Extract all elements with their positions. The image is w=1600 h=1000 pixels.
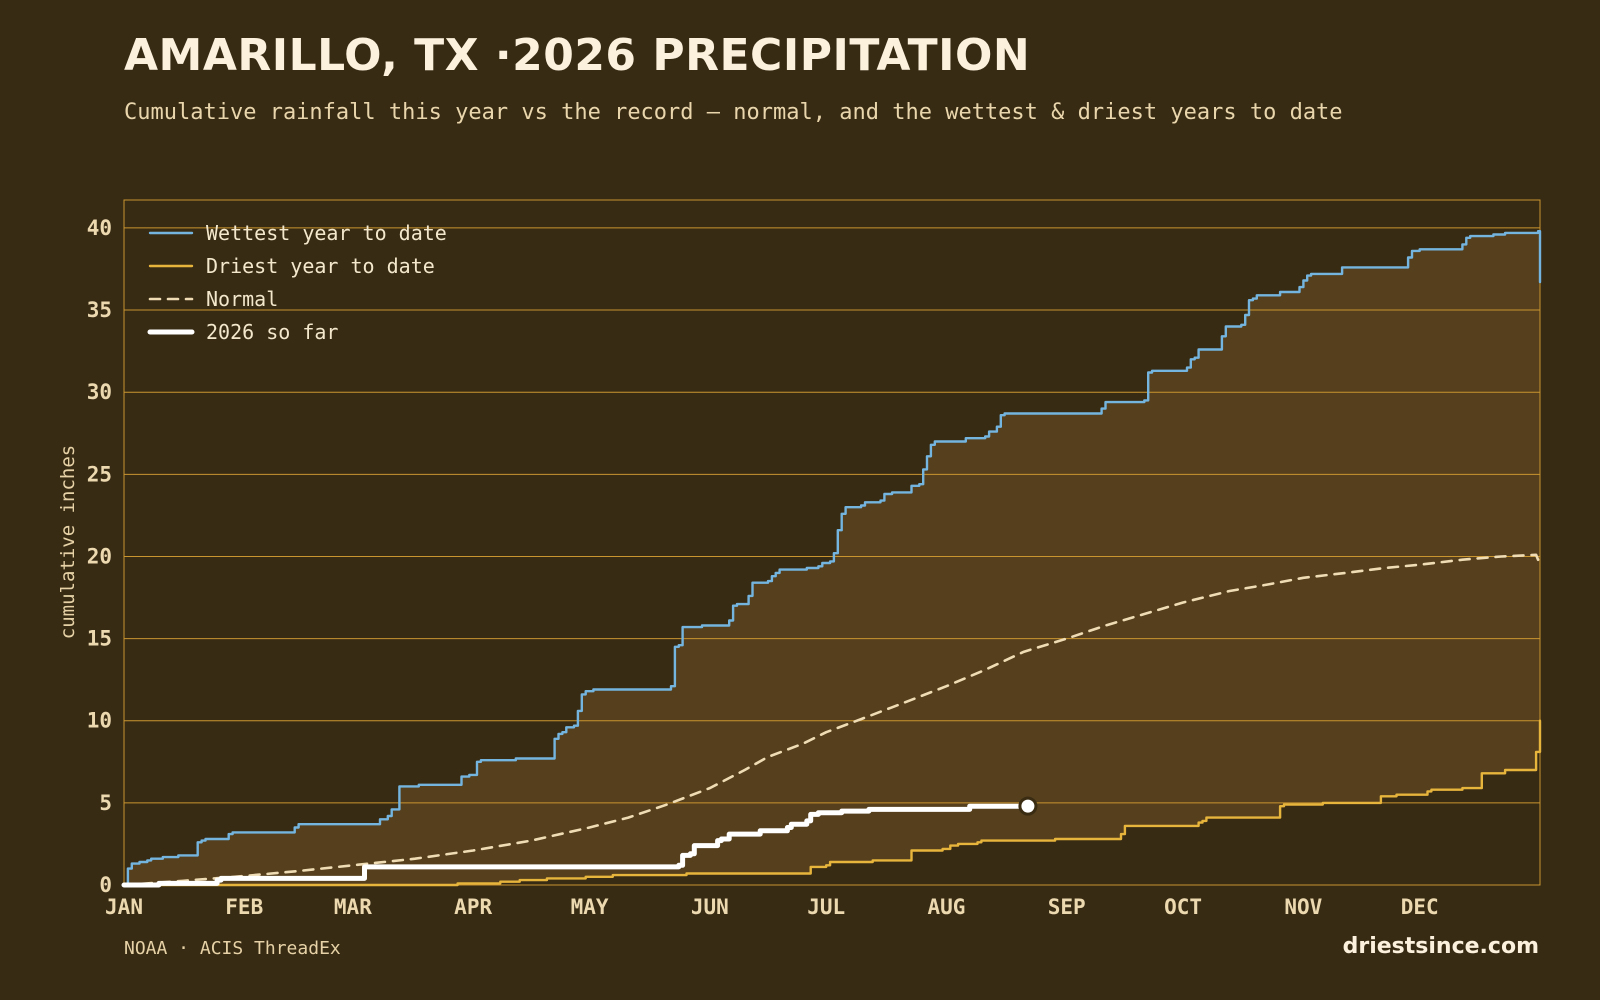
series-line-driest bbox=[122, 719, 1542, 887]
y-tick-label: 30 bbox=[87, 380, 112, 404]
x-axis-ticks: JAN FEB MAR APR MAY JUN JUL AUG SEP OCT NOV DEC bbox=[105, 895, 1439, 919]
series-lines bbox=[121, 229, 1542, 888]
series-line-wettest bbox=[122, 229, 1542, 887]
y-tick-label: 0 bbox=[99, 873, 112, 897]
x-tick-label: JUL bbox=[807, 895, 845, 919]
y-tick-label: 35 bbox=[87, 298, 112, 322]
brand-link[interactable]: driestsince.com bbox=[1342, 934, 1539, 959]
x-tick-label: NOV bbox=[1284, 895, 1322, 919]
y-tick-label: 15 bbox=[87, 627, 112, 651]
legend-label-current: 2026 so far bbox=[206, 320, 338, 344]
series-line-current bbox=[121, 803, 1031, 888]
x-tick-label: SEP bbox=[1048, 895, 1086, 919]
y-axis-label: cumulative inches bbox=[57, 445, 79, 639]
x-tick-label: JAN bbox=[105, 895, 143, 919]
wet-dry-range-band bbox=[124, 231, 1540, 885]
y-axis-ticks: 0 5 10 15 20 25 30 35 40 bbox=[87, 216, 112, 897]
x-tick-label: APR bbox=[454, 895, 492, 919]
x-tick-label: JUN bbox=[691, 895, 729, 919]
y-tick-label: 20 bbox=[87, 544, 112, 568]
page-subtitle: Cumulative rainfall this year vs the rec… bbox=[124, 100, 1343, 125]
legend-label-driest: Driest year to date bbox=[206, 254, 435, 278]
legend-label-wettest: Wettest year to date bbox=[206, 221, 447, 245]
chart-legend: Wettest year to date Driest year to date N… bbox=[147, 221, 447, 344]
x-tick-label: MAY bbox=[571, 895, 609, 919]
y-tick-label: 40 bbox=[87, 216, 112, 240]
x-tick-label: MAR bbox=[334, 895, 372, 919]
x-tick-label: DEC bbox=[1401, 895, 1439, 919]
page-title: AMARILLO, TX ·2026 PRECIPITATION bbox=[124, 30, 1031, 81]
plot-frame bbox=[123, 199, 1541, 886]
y-tick-label: 10 bbox=[87, 709, 112, 733]
y-tick-label: 5 bbox=[99, 791, 112, 815]
x-tick-label: OCT bbox=[1164, 895, 1202, 919]
series-line-normal bbox=[122, 553, 1542, 887]
y-tick-label: 25 bbox=[87, 462, 112, 486]
x-tick-label: FEB bbox=[225, 895, 263, 919]
data-source: NOAA · ACIS ThreadEx bbox=[124, 938, 341, 959]
x-tick-label: AUG bbox=[927, 895, 965, 919]
legend-label-normal: Normal bbox=[206, 287, 278, 311]
current-value-marker bbox=[1018, 796, 1038, 816]
